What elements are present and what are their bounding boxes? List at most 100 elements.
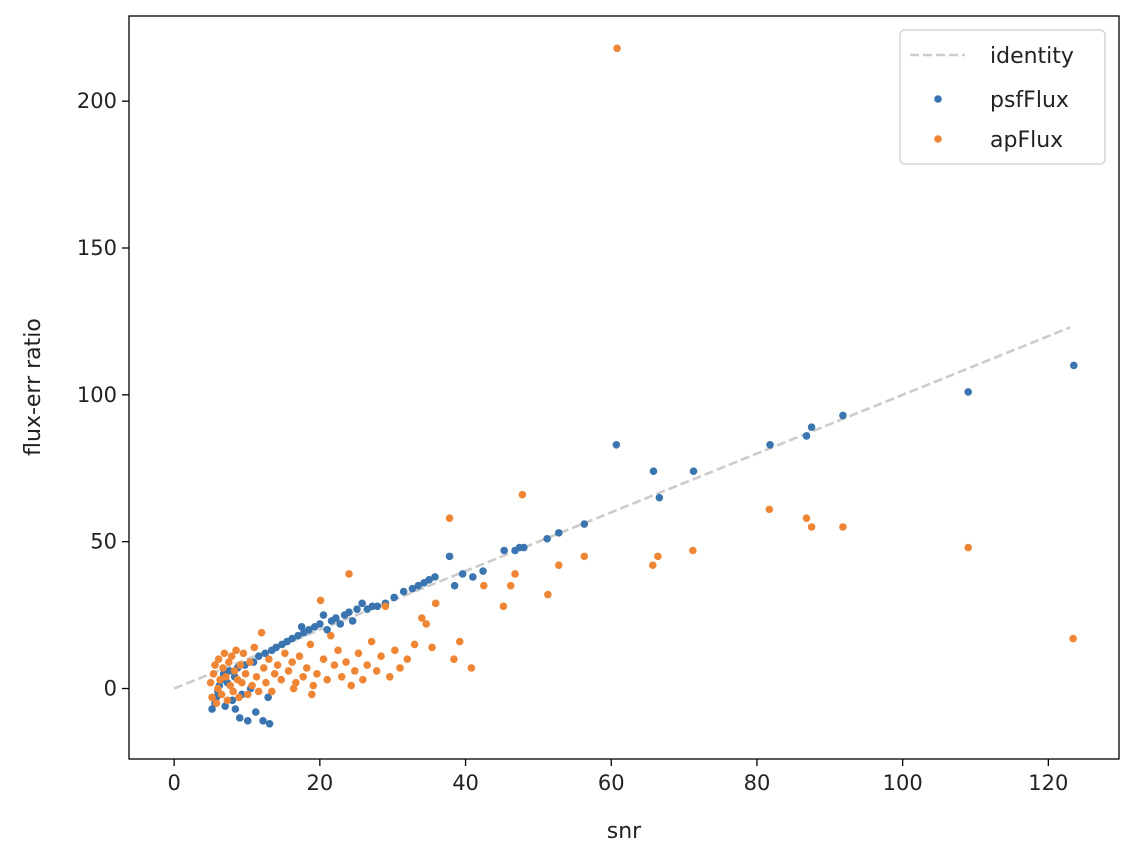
apflux-point [377, 652, 385, 661]
apflux-point [267, 687, 276, 696]
psfflux-point [297, 623, 306, 631]
apflux-point [227, 652, 236, 661]
apflux-point [262, 678, 270, 687]
psfflux-point [839, 411, 847, 420]
psfflux-point [259, 717, 267, 725]
psfflux-point [431, 573, 439, 581]
y-tick-label: 50 [90, 530, 117, 554]
axes-frame [128, 15, 1120, 760]
psfflux-point [353, 605, 361, 614]
apflux-point [518, 490, 527, 499]
psfflux-point [655, 493, 664, 502]
psfflux-point [251, 708, 260, 716]
psfflux-point [689, 467, 698, 475]
psfflux-point [323, 625, 331, 634]
apflux-point [428, 643, 436, 652]
psfflux-point [445, 552, 454, 561]
psfflux-point [261, 649, 270, 658]
y-tick-label: 0 [104, 677, 117, 701]
psfflux-point [305, 625, 313, 634]
apflux-point [337, 672, 346, 681]
apflux-point [235, 693, 243, 702]
psfflux-point [345, 608, 353, 616]
reference-line-layer [173, 326, 1071, 690]
psfflux-point [479, 567, 487, 575]
x-tick-label: 80 [744, 771, 771, 795]
psfflux-point [265, 719, 274, 728]
psfflux-point [358, 599, 366, 608]
apflux-point [319, 655, 328, 663]
psfflux-point [802, 432, 811, 440]
apflux-point [385, 672, 394, 681]
apflux-point [450, 655, 458, 663]
apflux-point [506, 581, 515, 590]
apflux-point [306, 640, 315, 649]
apflux-point [238, 678, 246, 687]
points-layer [206, 44, 1078, 728]
apflux-point [654, 552, 662, 561]
apflux-point [295, 652, 304, 661]
psfflux-point [319, 611, 328, 619]
psfflux-point [964, 388, 973, 396]
apflux-point [309, 681, 318, 690]
apflux-point [613, 44, 621, 53]
psfflux-point [612, 440, 621, 449]
apflux-point [802, 514, 811, 522]
apflux-point [359, 675, 367, 684]
psfflux-point [348, 617, 357, 625]
apflux-point [479, 581, 488, 590]
apflux-point [363, 661, 372, 669]
apflux-point [229, 687, 237, 696]
apflux-point [232, 646, 240, 655]
apflux-point [254, 687, 263, 696]
apflux-point [499, 602, 508, 611]
psfflux-point [450, 581, 459, 590]
apflux-point [289, 684, 298, 693]
apflux-point [246, 658, 254, 666]
apflux-point [511, 570, 519, 578]
apflux-point [381, 602, 390, 611]
psfflux-point [390, 593, 398, 602]
psfflux-point [649, 467, 658, 475]
apflux-point [354, 649, 363, 658]
apflux-point [281, 649, 289, 658]
apflux-point [326, 631, 335, 640]
apflux-point [273, 661, 282, 669]
psfflux-point [807, 423, 816, 431]
apflux-point [342, 658, 350, 666]
apflux-point [299, 672, 307, 681]
apflux-point [236, 661, 245, 669]
psfflux-point [231, 705, 240, 713]
apflux-point [689, 546, 697, 555]
apflux-point [248, 681, 256, 690]
x-axis-label: snr [607, 819, 642, 844]
legend-psfflux-label: psfFlux [990, 88, 1069, 113]
psfflux-point [1070, 361, 1078, 370]
psfflux-point [208, 705, 216, 713]
apflux-point [455, 637, 464, 646]
apflux-point [277, 675, 286, 684]
psfflux-point [332, 614, 340, 622]
apflux-point [302, 664, 311, 672]
legend-box [899, 29, 1106, 165]
y-axis: 0 50 100 150 200 [77, 89, 129, 701]
psfflux-point [469, 573, 477, 581]
identity-line [173, 326, 1071, 690]
psfflux-point [294, 631, 302, 640]
apflux-point [270, 670, 279, 678]
apflux-point [445, 514, 454, 522]
apflux-point [580, 552, 589, 561]
psfflux-point [399, 587, 408, 596]
psfflux-point [373, 602, 382, 611]
psfflux-point [221, 702, 229, 710]
apflux-point [243, 690, 252, 699]
apflux-point [410, 640, 419, 649]
x-tick-label: 40 [452, 771, 479, 795]
plot-area [173, 44, 1078, 728]
apflux-point [265, 655, 273, 663]
apflux-point [220, 649, 229, 658]
apflux-point [222, 672, 230, 681]
psfflux-point [500, 546, 508, 555]
apflux-point [323, 675, 331, 684]
